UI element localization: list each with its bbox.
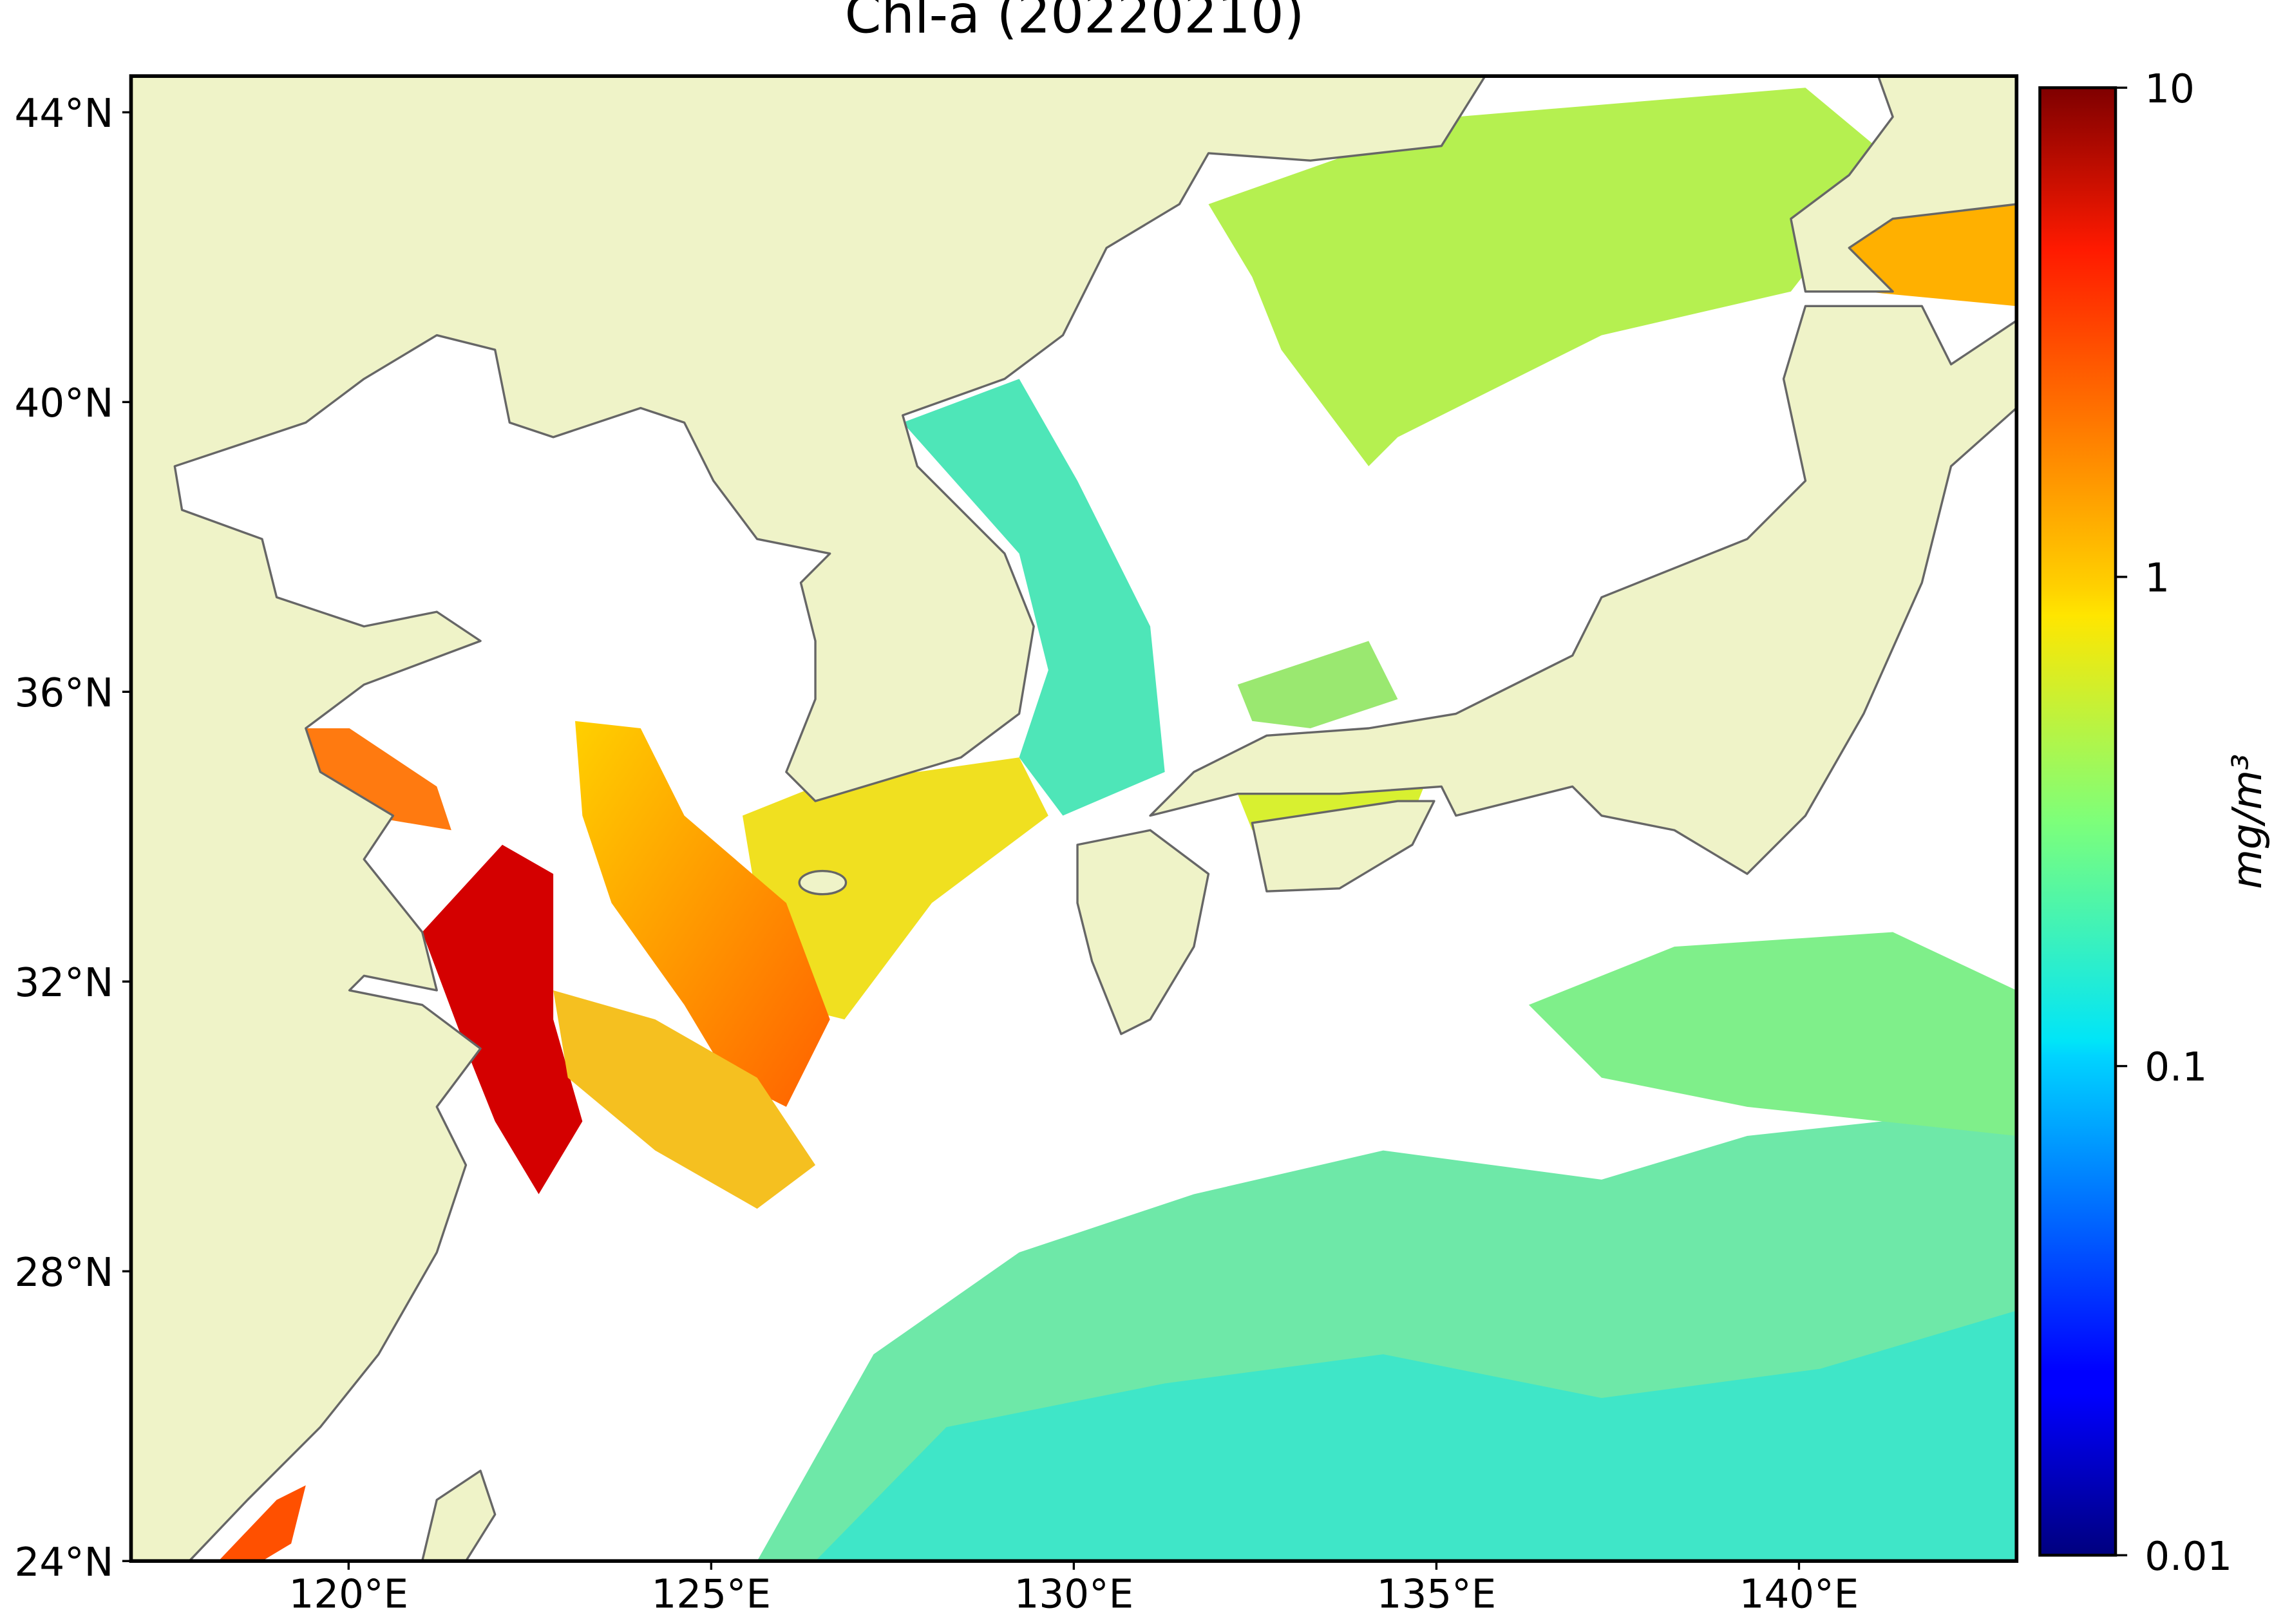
chl-field bbox=[815, 1310, 2017, 1562]
chl-field bbox=[1528, 932, 2017, 1137]
chart-title: Chl-a (20220210) bbox=[845, 0, 1305, 45]
chl-field bbox=[1208, 88, 1893, 467]
y-tick-label: 28°N bbox=[15, 1250, 114, 1296]
x-tick-label: 135°E bbox=[1377, 1572, 1497, 1618]
land bbox=[131, 76, 1486, 1562]
chl-field bbox=[902, 379, 1165, 816]
chl-field bbox=[218, 1485, 306, 1562]
chl-field bbox=[422, 844, 583, 1194]
map bbox=[131, 76, 2017, 1562]
land bbox=[1251, 800, 1435, 892]
land bbox=[798, 869, 848, 896]
x-tick-label: 140°E bbox=[1739, 1572, 1859, 1618]
land bbox=[1149, 305, 2017, 875]
colorbar-label: mg/m³ bbox=[2223, 754, 2271, 889]
colorbar-tick-label: 0.1 bbox=[2145, 1044, 2207, 1090]
land bbox=[1790, 76, 2017, 293]
land bbox=[421, 1469, 497, 1562]
chl-field bbox=[1237, 641, 1398, 729]
x-tick-label: 125°E bbox=[652, 1572, 772, 1618]
chl-field bbox=[575, 721, 830, 1107]
colorbar bbox=[2038, 86, 2117, 1557]
x-tick-label: 120°E bbox=[289, 1572, 409, 1618]
y-tick-label: 40°N bbox=[15, 381, 114, 426]
y-tick-label: 36°N bbox=[15, 670, 114, 716]
colorbar-tick-label: 0.01 bbox=[2145, 1534, 2232, 1580]
y-tick-label: 32°N bbox=[15, 960, 114, 1006]
y-tick-label: 24°N bbox=[15, 1540, 114, 1585]
chl-field bbox=[743, 757, 1048, 1020]
x-tick-label: 130°E bbox=[1014, 1572, 1134, 1618]
chl-field bbox=[553, 990, 816, 1209]
land bbox=[1076, 829, 1210, 1035]
colorbar-tick-label: 10 bbox=[2145, 66, 2195, 112]
y-tick-label: 44°N bbox=[15, 91, 114, 137]
chl-field bbox=[305, 728, 451, 831]
colorbar-tick-label: 1 bbox=[2145, 555, 2170, 601]
